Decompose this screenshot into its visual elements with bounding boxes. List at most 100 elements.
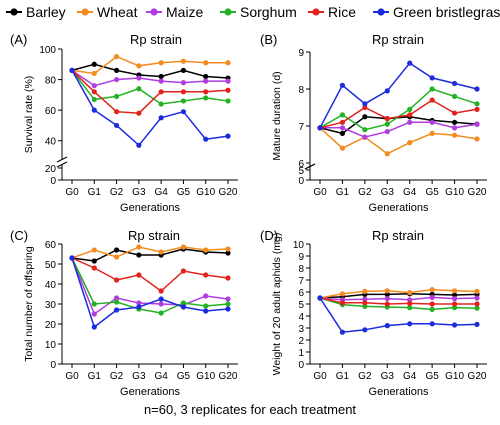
data-point-rice: [339, 119, 346, 125]
x-tick-label: G3: [381, 371, 395, 382]
data-point-maize: [136, 300, 142, 306]
data-point-sorghum: [362, 127, 368, 133]
data-point-wheat: [180, 58, 187, 64]
series-line-green-bristlegrass: [71, 70, 229, 147]
data-point-barley: [113, 247, 120, 253]
data-point-wheat: [451, 288, 458, 294]
data-point-maize: [384, 128, 390, 135]
series-line-green-bristlegrass: [319, 297, 478, 333]
panel-label: (B): [260, 32, 277, 47]
panel-label: (D): [260, 228, 278, 243]
series-line-sorghum: [319, 297, 478, 311]
series-line-wheat: [71, 246, 229, 259]
data-point-rice: [225, 87, 231, 93]
series-line-wheat: [71, 55, 228, 75]
data-point-rice: [407, 300, 413, 306]
data-point-wheat: [158, 249, 164, 255]
data-point-rice: [429, 301, 435, 307]
y-tick-label: 20: [45, 320, 57, 331]
legend-label-wheat: Wheat: [97, 4, 138, 20]
data-point-rice: [158, 89, 164, 95]
data-point-wheat: [407, 290, 413, 296]
data-point-green-bristlegrass: [225, 133, 231, 139]
panel-c-offspring-chart: (C) Rp strain 0 10 20 30 40 50 60 G0 G1 G2 G3 G4 G5 G10…: [10, 228, 238, 398]
data-point-green-bristlegrass: [91, 324, 97, 330]
series-line-wheat: [319, 288, 478, 299]
y-tick-label: 9: [298, 48, 304, 59]
y-tick-label: 0: [298, 360, 304, 371]
data-point-maize: [158, 78, 164, 84]
chart-legend: Barley Wheat Maize Sorghum Rice Green bristle…: [6, 4, 500, 20]
data-point-rice: [474, 106, 480, 112]
data-point-wheat: [158, 60, 164, 66]
legend-marker-wheat: [81, 8, 89, 16]
data-point-sorghum: [203, 95, 209, 101]
x-tick-label: G2: [110, 371, 124, 382]
data-point-sorghum: [474, 305, 480, 311]
y-tick-label: 2: [298, 336, 304, 347]
data-point-wheat: [339, 291, 346, 297]
data-point-wheat: [339, 145, 346, 151]
data-point-rice: [113, 109, 120, 115]
data-point-barley: [451, 119, 458, 125]
y-tick-label: 9: [298, 252, 304, 263]
legend-label-rice: Rice: [328, 4, 356, 20]
series-line-barley: [71, 63, 229, 79]
axis-break-mark: [304, 163, 316, 170]
data-point-wheat: [384, 151, 390, 157]
data-point-rice: [91, 265, 97, 271]
y-tick-label: 40: [45, 137, 57, 148]
y-tick-label: 60: [45, 106, 57, 117]
data-point-wheat: [180, 244, 187, 250]
data-point-green-bristlegrass: [451, 322, 458, 328]
data-point-maize: [91, 311, 97, 317]
legend-label-barley: Barley: [26, 4, 66, 20]
data-point-green-bristlegrass: [362, 327, 368, 333]
data-point-green-bristlegrass: [317, 125, 323, 131]
data-point-sorghum: [474, 101, 480, 107]
data-point-sorghum: [180, 300, 187, 306]
data-point-rice: [451, 110, 458, 116]
data-point-wheat: [384, 288, 390, 294]
data-point-wheat: [113, 254, 120, 260]
x-tick-label: G0: [65, 187, 79, 198]
data-point-green-bristlegrass: [113, 122, 120, 129]
data-point-barley: [91, 61, 97, 67]
legend-label-maize: Maize: [166, 4, 204, 20]
y-axis-label: Mature duration (d): [271, 71, 283, 160]
series-line-green-bristlegrass: [71, 257, 229, 329]
panel-title: Rp strain: [130, 32, 182, 47]
data-point-maize: [225, 78, 231, 84]
data-point-rice: [407, 112, 413, 118]
data-point-rice: [113, 277, 120, 283]
y-tick-label: 7: [298, 276, 304, 287]
y-tick-label: 80: [45, 76, 57, 87]
x-tick-label: G4: [403, 187, 417, 198]
data-point-sorghum: [429, 86, 435, 92]
data-point-rice: [339, 300, 346, 306]
data-point-maize: [180, 80, 187, 86]
y-tick-label: 6: [298, 288, 304, 299]
data-point-green-bristlegrass: [225, 306, 231, 312]
series-line-maize: [320, 121, 478, 138]
data-point-wheat: [429, 287, 435, 293]
data-point-maize: [225, 296, 231, 302]
series-line-barley: [319, 116, 478, 135]
data-point-wheat: [362, 288, 368, 294]
data-point-wheat: [429, 130, 435, 136]
data-point-sorghum: [180, 98, 187, 104]
x-tick-label: G20: [468, 371, 487, 382]
data-point-green-bristlegrass: [203, 308, 209, 314]
y-tick-label: 3: [298, 324, 304, 335]
data-point-green-bristlegrass: [158, 115, 164, 121]
x-tick-label: G10: [445, 371, 464, 382]
data-point-sorghum: [113, 93, 120, 99]
data-point-green-bristlegrass: [339, 329, 346, 335]
data-point-barley: [203, 73, 209, 80]
data-point-sorghum: [362, 303, 368, 309]
series-line-rice: [71, 257, 229, 292]
data-point-rice: [225, 275, 231, 281]
data-point-barley: [91, 258, 97, 264]
data-point-wheat: [451, 132, 458, 138]
y-tick-label: 0: [298, 176, 304, 187]
